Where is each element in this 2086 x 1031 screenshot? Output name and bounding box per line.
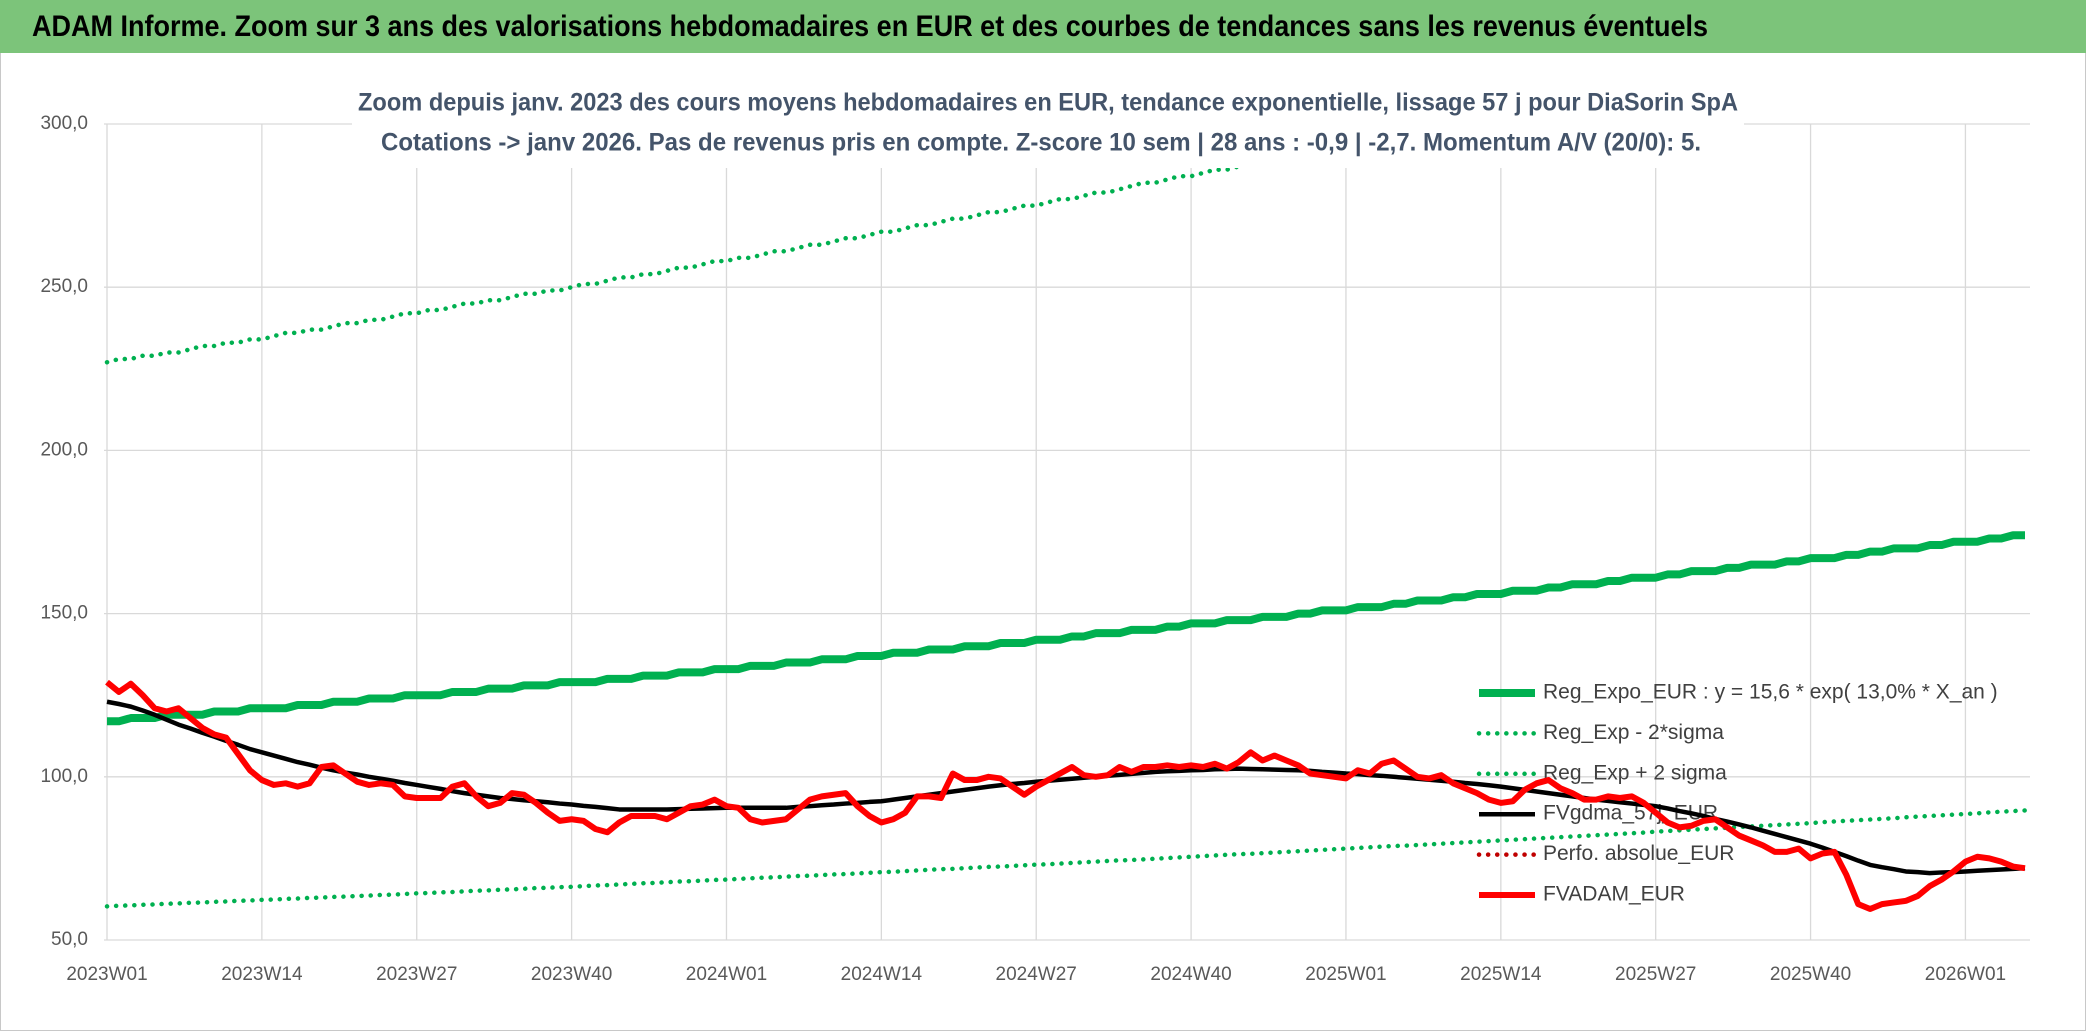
y-tick-label: 50,0 (51, 929, 88, 950)
x-tick-label: 2024W01 (686, 964, 767, 985)
subtitle: Cotations -> janv 2026. Pas de revenus p… (381, 129, 1701, 157)
x-tick-label: 2023W14 (221, 964, 303, 985)
plot-area: 50,0 100,0 150,0 200,0 250,0 300,0 2023W01 2023… (40, 113, 2030, 985)
x-tick-label: 2025W27 (1615, 964, 1696, 985)
y-tick-label: 150,0 (40, 603, 88, 624)
legend-label: Reg_Exp + 2 sigma (1543, 761, 1727, 784)
legend-label: Reg_Exp - 2*sigma (1543, 721, 1724, 744)
legend-label: FVADAM_EUR (1543, 883, 1685, 906)
y-tick-label: 250,0 (40, 276, 88, 297)
series-line (105, 679, 2026, 912)
chart-title: ADAM Informe. Zoom sur 3 ans des valoris… (32, 10, 1708, 43)
series-line (106, 699, 2026, 876)
x-tick-label: 2025W14 (1460, 964, 1542, 985)
series-line (104, 118, 1496, 365)
legend-label: FVgdma_57j_EUR (1543, 802, 1718, 825)
header-bar (0, 0, 2086, 53)
y-tick-label: 100,0 (40, 766, 88, 787)
legend-label: Perfo. absolue_EUR (1543, 842, 1734, 865)
y-tick-label: 300,0 (40, 113, 88, 134)
x-tick-label: 2024W14 (841, 964, 923, 985)
x-tick-label: 2025W40 (1770, 964, 1851, 985)
x-tick-label: 2024W40 (1150, 964, 1231, 985)
series-line (107, 531, 2025, 726)
x-tick-label: 2023W40 (531, 964, 612, 985)
x-tick-label: 2024W27 (996, 964, 1077, 985)
subtitle: Zoom depuis janv. 2023 des cours moyens … (358, 89, 1738, 117)
legend-label: Reg_Expo_EUR : y = 15,6 * exp( 13,0% * X… (1543, 681, 1998, 704)
y-tick-label: 200,0 (40, 439, 88, 460)
x-tick-label: 2023W01 (66, 964, 147, 985)
x-tick-label: 2026W01 (1925, 964, 2006, 985)
x-tick-label: 2025W01 (1305, 964, 1386, 985)
x-tick-label: 2023W27 (376, 964, 457, 985)
subtitle-box (352, 80, 1744, 168)
series-line (104, 808, 2028, 909)
